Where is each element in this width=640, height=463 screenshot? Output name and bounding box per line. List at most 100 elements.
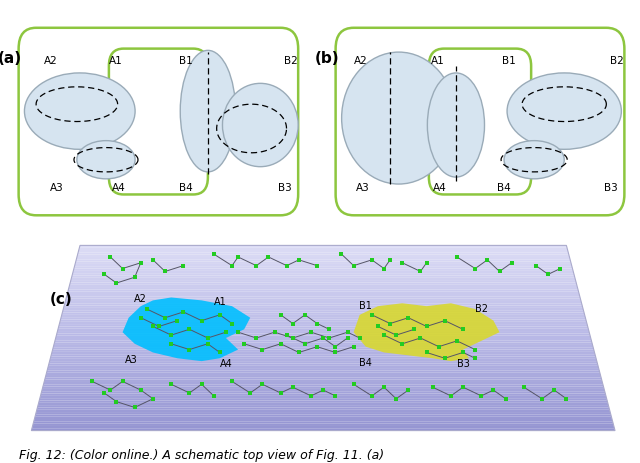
Polygon shape [67,294,580,296]
Point [324,325,334,333]
Point [415,268,426,275]
Point [118,265,128,272]
Point [324,334,334,342]
Polygon shape [70,282,577,285]
Point [282,262,292,269]
Text: (b): (b) [315,51,339,66]
Point [118,378,128,385]
Point [178,262,189,269]
Point [440,317,450,324]
Polygon shape [74,264,572,266]
Point [233,253,243,261]
Point [379,332,389,339]
Text: B3: B3 [278,182,292,193]
Point [209,250,219,258]
Point [288,334,298,342]
Polygon shape [49,361,597,363]
Point [495,268,505,275]
Point [440,355,450,362]
Point [136,314,146,321]
Polygon shape [61,315,585,317]
Text: B1: B1 [359,301,372,311]
Polygon shape [40,396,607,398]
Point [385,256,396,263]
Point [282,332,292,339]
Point [251,262,262,269]
Point [483,256,493,263]
Point [556,265,566,272]
Polygon shape [76,259,571,262]
Point [111,398,122,406]
Point [500,395,511,402]
Point [227,378,237,385]
Point [397,340,408,347]
Point [196,317,207,324]
Text: B3: B3 [604,182,618,193]
Text: A2: A2 [44,56,58,66]
Point [269,329,280,336]
Point [294,256,304,263]
Text: B4: B4 [179,182,193,193]
Polygon shape [56,336,591,338]
Polygon shape [38,400,608,403]
Polygon shape [77,255,570,257]
Point [312,320,323,327]
Polygon shape [56,333,590,336]
Text: A1: A1 [431,56,445,66]
Point [458,325,468,333]
Polygon shape [62,313,585,315]
Polygon shape [36,412,611,414]
Point [403,386,413,394]
Point [294,349,304,356]
Point [488,386,499,394]
Ellipse shape [180,50,236,172]
Point [561,395,572,402]
Point [300,311,310,319]
Point [221,329,231,336]
Point [288,320,298,327]
Point [519,383,529,391]
Point [306,329,316,336]
Polygon shape [74,266,573,269]
Polygon shape [59,324,588,326]
Polygon shape [42,387,604,389]
Point [367,311,377,319]
Point [300,340,310,347]
Ellipse shape [428,73,484,177]
Polygon shape [354,303,500,361]
Polygon shape [53,345,593,347]
Text: B1: B1 [502,56,515,66]
Point [458,383,468,391]
Point [275,389,285,397]
Polygon shape [72,275,575,278]
Polygon shape [34,419,612,421]
Polygon shape [65,301,582,303]
Point [349,343,359,350]
Text: Fig. 12: (Color online.) A schematic top view of Fig. 11. (a): Fig. 12: (Color online.) A schematic top… [19,449,385,462]
Point [87,378,97,385]
Point [549,386,559,394]
Polygon shape [32,426,614,428]
Point [342,334,353,342]
Polygon shape [58,326,588,329]
Ellipse shape [223,83,298,167]
Point [111,279,122,287]
Point [306,392,316,400]
Polygon shape [52,350,595,352]
Point [391,395,401,402]
Point [410,325,420,333]
Point [318,386,328,394]
Point [531,262,541,269]
Point [275,311,285,319]
Point [337,250,347,258]
Point [379,265,389,272]
Point [422,323,432,330]
Point [196,381,207,388]
Text: A3: A3 [50,182,63,193]
Point [184,346,195,353]
Point [379,383,389,391]
Point [415,334,426,342]
Polygon shape [61,317,586,319]
Polygon shape [71,278,575,280]
Text: B2: B2 [284,56,298,66]
